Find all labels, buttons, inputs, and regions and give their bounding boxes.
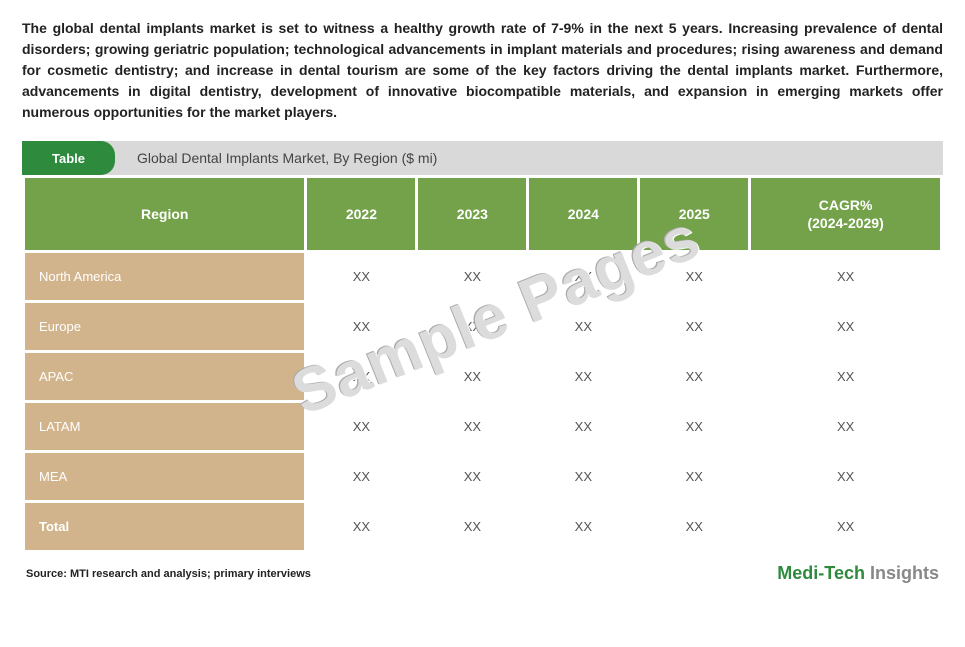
value-cell: XX (417, 352, 528, 402)
value-cell: XX (417, 402, 528, 452)
value-cell: XX (528, 352, 639, 402)
value-cell: XX (639, 402, 750, 452)
value-cell: XX (639, 452, 750, 502)
table-badge: Table (22, 141, 115, 175)
value-cell: XX (528, 302, 639, 352)
value-cell: XX (528, 252, 639, 302)
col-2025: 2025 (639, 177, 750, 252)
value-cell: XX (417, 252, 528, 302)
value-cell: XX (750, 402, 942, 452)
region-cell: Europe (24, 302, 306, 352)
col-2024: 2024 (528, 177, 639, 252)
brand-part2: Tech (824, 563, 865, 583)
value-cell: XX (306, 302, 417, 352)
table-row: TotalXXXXXXXXXX (24, 502, 942, 552)
value-cell: XX (750, 302, 942, 352)
value-cell: XX (750, 452, 942, 502)
value-cell: XX (417, 502, 528, 552)
cagr-line1: CAGR% (819, 197, 873, 213)
table-row: North AmericaXXXXXXXXXX (24, 252, 942, 302)
region-cell: Total (24, 502, 306, 552)
value-cell: XX (306, 252, 417, 302)
region-cell: MEA (24, 452, 306, 502)
value-cell: XX (417, 452, 528, 502)
value-cell: XX (306, 502, 417, 552)
value-cell: XX (750, 502, 942, 552)
col-2023: 2023 (417, 177, 528, 252)
value-cell: XX (306, 452, 417, 502)
table-row: APACXXXXXXXXXX (24, 352, 942, 402)
value-cell: XX (639, 252, 750, 302)
col-cagr: CAGR% (2024-2029) (750, 177, 942, 252)
value-cell: XX (750, 252, 942, 302)
col-region: Region (24, 177, 306, 252)
table-row: LATAMXXXXXXXXXX (24, 402, 942, 452)
region-cell: LATAM (24, 402, 306, 452)
region-cell: North America (24, 252, 306, 302)
col-2022: 2022 (306, 177, 417, 252)
value-cell: XX (639, 502, 750, 552)
value-cell: XX (306, 352, 417, 402)
table-title: Global Dental Implants Market, By Region… (137, 150, 437, 166)
value-cell: XX (306, 402, 417, 452)
value-cell: XX (639, 352, 750, 402)
value-cell: XX (528, 402, 639, 452)
value-cell: XX (528, 502, 639, 552)
value-cell: XX (750, 352, 942, 402)
brand-part1: Medi- (777, 563, 824, 583)
region-cell: APAC (24, 352, 306, 402)
table-row: MEAXXXXXXXXXX (24, 452, 942, 502)
value-cell: XX (528, 452, 639, 502)
source-text: Source: MTI research and analysis; prima… (26, 568, 311, 580)
cagr-line2: (2024-2029) (807, 215, 883, 231)
brand-part3: Insights (865, 563, 939, 583)
table-header-bar: Table Global Dental Implants Market, By … (22, 141, 943, 175)
footer: Source: MTI research and analysis; prima… (22, 563, 943, 584)
table-header-row: Region 2022 2023 2024 2025 CAGR% (2024-20… (24, 177, 942, 252)
brand-logo: Medi-Tech Insights (777, 563, 939, 584)
value-cell: XX (639, 302, 750, 352)
table-row: EuropeXXXXXXXXXX (24, 302, 942, 352)
market-table: Region 2022 2023 2024 2025 CAGR% (2024-20… (22, 175, 943, 553)
value-cell: XX (417, 302, 528, 352)
intro-paragraph: The global dental implants market is set… (22, 18, 943, 123)
